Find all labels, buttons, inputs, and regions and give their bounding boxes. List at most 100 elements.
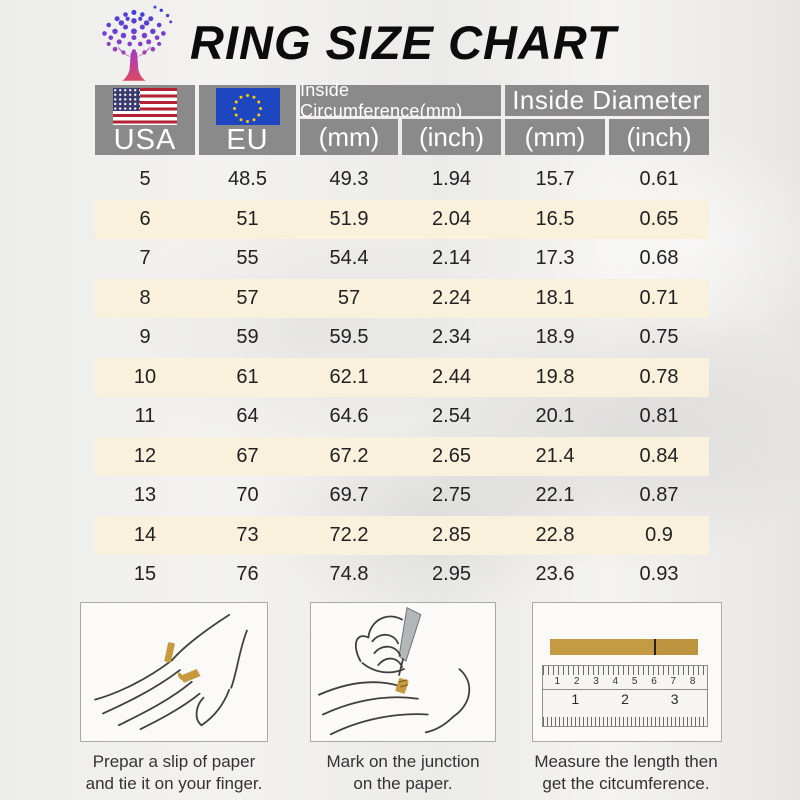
- ruler: 1 2 3 4 5 6 7 8 1 2 3: [542, 665, 708, 727]
- size-cell: 0.65: [639, 207, 679, 230]
- size-cell: 20.1: [535, 405, 575, 428]
- size-cell: 9: [139, 326, 151, 349]
- size-cell: 7: [139, 247, 151, 270]
- size-cell: 2.34: [432, 326, 471, 349]
- page-title: RING SIZE CHART: [190, 15, 617, 69]
- size-cell: 51: [236, 207, 259, 230]
- size-cell: 69.7: [329, 484, 369, 507]
- size-cell: 61: [236, 365, 259, 388]
- size-cell: 57: [337, 286, 361, 309]
- eu-flag-icon: [215, 88, 280, 125]
- size-cell: 0.81: [639, 405, 679, 428]
- size-cell: 57: [236, 286, 259, 309]
- size-cell: 74.8: [329, 563, 369, 586]
- size-cell: 15: [133, 563, 157, 586]
- instruction-caption-1: Prepar a slip of paper and tie it on you…: [85, 752, 263, 794]
- size-cell: 0.84: [639, 444, 679, 467]
- tree-logo: [102, 5, 173, 81]
- size-cell: 2.95: [432, 563, 471, 586]
- size-cell: 73: [236, 523, 259, 546]
- column-header-usa: USA: [95, 85, 195, 155]
- size-cell: 67.2: [329, 444, 369, 467]
- size-cell: 5: [139, 168, 151, 191]
- table-body: 5 48.5 49.3 1.94 15.7 0.61 6 51 51.9 2.04 16.5 0.6…: [95, 160, 709, 595]
- subheader-circumference-inch: (inch): [402, 119, 501, 155]
- table-row: 14 73 72.2 2.85 22.8 0.9: [95, 515, 709, 555]
- size-cell: 0.9: [645, 523, 673, 546]
- size-cell: 0.93: [639, 563, 679, 586]
- ruler-illustration: 1 2 3 4 5 6 7 8 1 2 3: [532, 602, 722, 742]
- size-cell: 23.6: [535, 563, 575, 586]
- size-cell: 0.75: [639, 326, 679, 349]
- size-cell: 6: [139, 207, 151, 230]
- ruler-inch-scale: 1 2 3 4 5 6 7 8: [543, 675, 707, 690]
- size-cell: 49.3: [329, 168, 369, 191]
- table-row: 8 57 57 2.24 18.1 0.71: [95, 278, 709, 318]
- size-cell: 14: [133, 523, 157, 546]
- paper-strip: [550, 639, 698, 655]
- size-cell: 22.8: [535, 523, 575, 546]
- mark-junction-illustration: [310, 602, 496, 742]
- table-row: 15 76 74.8 2.95 23.6 0.93: [95, 555, 709, 595]
- size-cell: 8: [139, 286, 151, 309]
- size-cell: 16.5: [535, 207, 575, 230]
- size-cell: 2.14: [432, 247, 471, 270]
- ruler-cm-scale: 1 2 3: [571, 691, 679, 707]
- table-row: 7 55 54.4 2.14 17.3 0.68: [95, 239, 709, 279]
- size-cell: 0.78: [639, 365, 679, 388]
- table-row: 5 48.5 49.3 1.94 15.7 0.61: [95, 160, 709, 200]
- size-cell: 2.65: [432, 444, 471, 467]
- size-cell: 51.9: [329, 207, 369, 230]
- instruction-step-1: Prepar a slip of paper and tie it on you…: [80, 602, 268, 796]
- size-cell: 48.5: [228, 168, 267, 191]
- size-cell: 18.9: [535, 326, 575, 349]
- size-cell: 21.4: [535, 444, 575, 467]
- size-cell: 18.1: [535, 286, 575, 309]
- hand-with-paper-strip-illustration: [80, 602, 268, 742]
- size-cell: 2.44: [432, 365, 471, 388]
- size-cell: 72.2: [329, 523, 369, 546]
- instructions: Prepar a slip of paper and tie it on you…: [0, 602, 800, 800]
- size-cell: 1.94: [432, 168, 471, 191]
- size-cell: 59.5: [329, 326, 369, 349]
- table-row: 10 61 62.1 2.44 19.8 0.78: [95, 357, 709, 397]
- subheader-circumference-mm: (mm): [300, 119, 398, 155]
- table-row: 13 70 69.7 2.75 22.1 0.87: [95, 476, 709, 516]
- eu-label: EU: [226, 124, 269, 156]
- size-cell: 59: [236, 326, 259, 349]
- size-cell: 67: [236, 444, 259, 467]
- table-header: USA EU Inside Circumference(mm) Inside D…: [95, 80, 709, 155]
- size-cell: 19.8: [535, 365, 575, 388]
- size-cell: 10: [133, 365, 157, 388]
- table-row: 11 64 64.6 2.54 20.1 0.81: [95, 397, 709, 437]
- size-cell: 2.85: [432, 523, 471, 546]
- size-cell: 55: [236, 247, 259, 270]
- size-cell: 70: [236, 484, 259, 507]
- instruction-caption-2: Mark on the junction on the paper.: [326, 752, 480, 794]
- size-cell: 17.3: [535, 247, 575, 270]
- size-cell: 54.4: [329, 247, 369, 270]
- instruction-step-3: 1 2 3 4 5 6 7 8 1 2 3 Measure the length…: [532, 602, 722, 796]
- header: RING SIZE CHART: [94, 4, 617, 86]
- size-cell: 2.24: [432, 286, 471, 309]
- size-cell: 12: [133, 444, 157, 467]
- table-row: 12 67 67.2 2.65 21.4 0.84: [95, 436, 709, 476]
- size-cell: 62.1: [329, 365, 369, 388]
- size-cell: 64: [236, 405, 259, 428]
- size-table: USA EU Inside Circumference(mm) Inside D…: [95, 80, 709, 595]
- size-cell: 0.68: [639, 247, 679, 270]
- size-cell: 0.71: [639, 286, 679, 309]
- size-cell: 2.75: [432, 484, 471, 507]
- column-header-eu: EU: [199, 85, 296, 155]
- size-cell: 2.04: [432, 207, 471, 230]
- instruction-step-2: Mark on the junction on the paper.: [310, 602, 496, 796]
- table-row: 9 59 59.5 2.34 18.9 0.75: [95, 318, 709, 358]
- instruction-caption-3: Measure the length then get the citcumfe…: [534, 752, 718, 794]
- size-cell: 64.6: [329, 405, 369, 428]
- subheader-diameter-inch: (inch): [609, 119, 709, 155]
- usa-flag-icon: [113, 88, 177, 125]
- size-cell: 2.54: [432, 405, 471, 428]
- size-cell: 15.7: [535, 168, 575, 191]
- size-cell: 22.1: [535, 484, 575, 507]
- size-cell: 0.61: [639, 168, 679, 191]
